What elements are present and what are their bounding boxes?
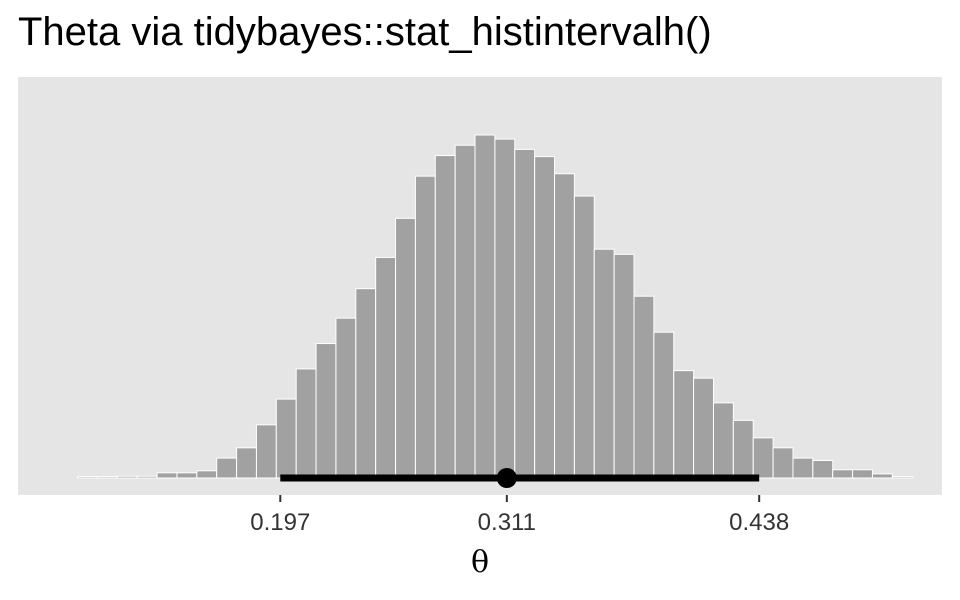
histogram-bar: [275, 398, 297, 479]
histogram-bar: [732, 419, 754, 479]
histogram-bar: [414, 175, 436, 479]
histogram-bar: [792, 457, 814, 479]
histogram-bar: [395, 217, 416, 479]
histogram-bar: [156, 472, 178, 479]
histogram-bar: [494, 138, 516, 479]
histogram-bar: [315, 343, 337, 479]
x-axis: 0.197 0.311 0.438: [250, 495, 789, 536]
x-axis-title: θ: [471, 545, 489, 580]
histogram-bar: [593, 248, 615, 479]
histogram-bar: [335, 317, 357, 479]
histogram-bar: [454, 144, 476, 479]
histogram-bar: [255, 424, 277, 479]
histogram-bar: [375, 256, 397, 479]
x-tick-label: 0.197: [250, 509, 310, 536]
histogram-bar: [355, 288, 377, 479]
x-tick-label: 0.438: [729, 509, 789, 536]
chart-title: Theta via tidybayes::stat_histintervalh(…: [18, 10, 712, 54]
histogram-bar: [196, 470, 218, 479]
point-estimate-dot: [496, 468, 517, 488]
histogram-bar: [852, 469, 873, 479]
histogram-bar: [772, 447, 794, 479]
histogram-bar: [176, 472, 198, 479]
histogram-bar: [474, 134, 496, 479]
histogram-bar: [534, 156, 556, 479]
histogram-bar: [673, 370, 695, 479]
histogram-bar: [236, 447, 257, 479]
histogram-bar: [573, 195, 595, 479]
x-tick-label: 0.311: [478, 509, 536, 536]
histogram-bar: [752, 437, 774, 479]
histogram-bar: [554, 173, 575, 479]
histogram-bar: [613, 253, 635, 479]
histogram-bar: [136, 475, 158, 479]
histogram-bar: [216, 457, 238, 479]
histogram-bar: [434, 155, 456, 479]
histogram-bar: [96, 476, 118, 479]
histogram-bar: [693, 377, 714, 479]
histogram-bar: [832, 469, 854, 479]
histogram-bar: [633, 295, 655, 479]
histogram-bar: [295, 368, 317, 479]
histogram-bar: [891, 476, 913, 479]
histogram-bar: [653, 331, 675, 479]
histogram-bar: [77, 476, 98, 479]
histogram-bar: [712, 402, 734, 479]
interval-layer: [280, 468, 760, 488]
histogram-bar: [871, 473, 893, 479]
histogram-bar: [812, 460, 834, 479]
histogram-bar: [116, 475, 138, 479]
histogram-bar: [514, 148, 536, 479]
